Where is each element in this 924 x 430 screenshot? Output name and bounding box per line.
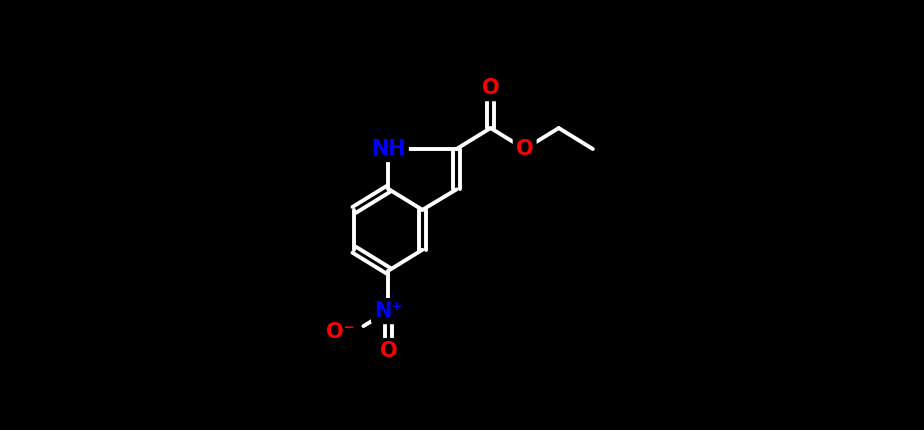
Text: NH: NH <box>371 139 406 159</box>
Text: O: O <box>516 139 533 159</box>
Text: O: O <box>380 341 397 361</box>
Text: O: O <box>481 78 499 98</box>
Text: N⁺: N⁺ <box>374 301 403 321</box>
Text: O⁻: O⁻ <box>325 322 354 341</box>
